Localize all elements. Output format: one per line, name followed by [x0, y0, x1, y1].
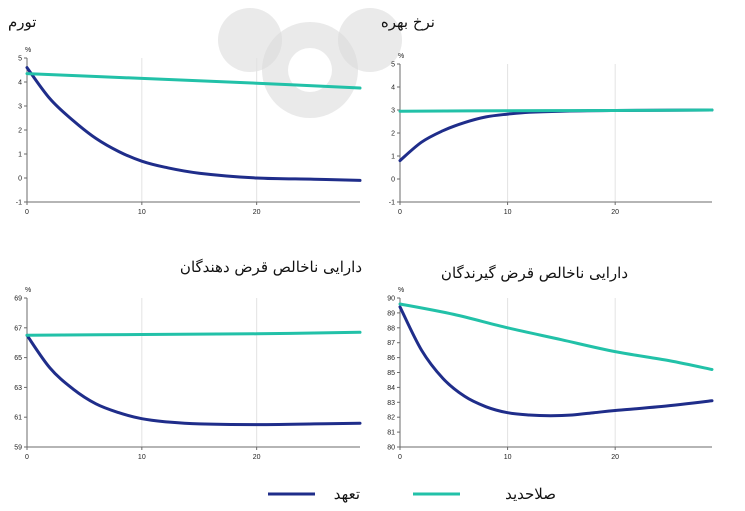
x-tick-label: 20	[611, 209, 619, 216]
series-line-discretion	[398, 302, 714, 371]
x-tick-label: 0	[398, 209, 402, 216]
series-line-discretion	[398, 108, 714, 113]
y-tick-label: 1	[391, 154, 395, 161]
series-line-discretion	[25, 72, 362, 90]
y-tick-label: 81	[387, 430, 395, 437]
series-line-commitment	[398, 108, 714, 163]
x-tick-label: 0	[25, 454, 29, 461]
x-tick-label: 10	[138, 454, 146, 461]
y-tick-label: 69	[14, 296, 22, 303]
chart-title: دارایی ناخالص قرض گیرندگان	[441, 264, 628, 282]
unit-label: %	[25, 287, 31, 294]
series-line-commitment	[25, 333, 362, 427]
chart-panel-4: دارایی ناخالص قرض گیرندگان% 80 81 82 83 84 85 8…	[387, 264, 714, 461]
y-tick-label: 59	[14, 445, 22, 452]
y-tick-label: 67	[14, 325, 22, 332]
y-tick-label: 82	[387, 415, 395, 422]
x-tick-label: 10	[138, 209, 146, 216]
y-tick-label: 65	[14, 355, 22, 362]
y-tick-label: 84	[387, 385, 395, 392]
y-tick-label: 5	[18, 56, 22, 63]
y-tick-label: 61	[14, 415, 22, 422]
x-tick-label: 0	[398, 454, 402, 461]
y-tick-label: 3	[18, 104, 22, 111]
y-tick-label: 2	[391, 131, 395, 138]
y-tick-label: 0	[391, 177, 395, 184]
watermark-emblem	[218, 8, 402, 118]
series-line-commitment	[398, 305, 714, 418]
chart-title: تورم	[8, 13, 36, 31]
series-line-commitment	[25, 66, 362, 182]
x-tick-label: 20	[611, 454, 619, 461]
legend-discretion-label: صلاحدید	[505, 485, 556, 503]
y-tick-label: 3	[391, 108, 395, 115]
legend: تعهد صلاحدید	[268, 485, 556, 503]
y-tick-label: 1	[18, 152, 22, 159]
series-line-discretion	[25, 330, 362, 337]
y-tick-label: 4	[18, 80, 22, 87]
unit-label: %	[398, 287, 404, 294]
x-tick-label: 10	[504, 209, 512, 216]
y-tick-label: 63	[14, 385, 22, 392]
y-tick-label: -1	[16, 200, 22, 207]
y-tick-label: 5	[391, 62, 395, 69]
y-tick-label: 86	[387, 355, 395, 362]
unit-label: %	[25, 47, 31, 54]
unit-label: %	[398, 53, 404, 60]
x-tick-label: 20	[253, 454, 261, 461]
y-tick-label: 87	[387, 340, 395, 347]
y-tick-label: 80	[387, 445, 395, 452]
y-tick-label: 83	[387, 400, 395, 407]
y-tick-label: 4	[391, 85, 395, 92]
y-tick-label: 90	[387, 296, 395, 303]
y-tick-label: 0	[18, 176, 22, 183]
x-tick-label: 0	[25, 209, 29, 216]
legend-commitment-label: تعهد	[334, 485, 360, 503]
y-tick-label: 88	[387, 325, 395, 332]
chart-panel-3: دارایی ناخالص قرض دهندگان% 59 61 63 65 67 69 0 1…	[14, 258, 362, 461]
x-tick-label: 10	[504, 454, 512, 461]
chart-title: دارایی ناخالص قرض دهندگان	[180, 258, 362, 276]
y-tick-label: -1	[389, 200, 395, 207]
chart-title: نرخ بهره	[381, 13, 435, 31]
y-tick-label: 89	[387, 310, 395, 317]
x-tick-label: 20	[253, 209, 261, 216]
y-tick-label: 2	[18, 128, 22, 135]
y-tick-label: 85	[387, 370, 395, 377]
